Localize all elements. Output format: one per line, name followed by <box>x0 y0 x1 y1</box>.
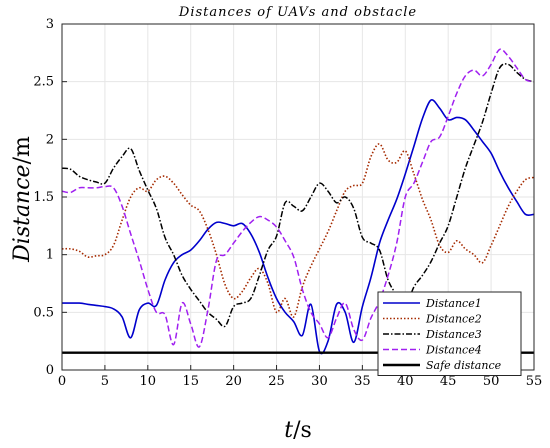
x-tick-label: 10 <box>140 374 157 389</box>
x-tick-label: 35 <box>354 374 371 389</box>
legend: Distance1 Distance2 Distance3 Distance4 Safe… <box>377 291 522 376</box>
y-axis-label-var: Distance <box>10 164 35 262</box>
y-tick-label: 1.5 <box>33 190 54 205</box>
y-tick-label: 2 <box>46 132 54 147</box>
y-axis-label: Distance/m <box>10 136 35 263</box>
y-tick-label: 3 <box>46 17 54 32</box>
series-lines <box>61 48 535 355</box>
series-line-4 <box>61 48 535 348</box>
x-axis-label: t/s <box>284 418 312 443</box>
legend-label: Distance4 <box>425 344 482 357</box>
x-axis-label-var: t <box>284 418 293 443</box>
legend-label: Distance3 <box>425 328 482 341</box>
legend-label: Distance1 <box>425 297 482 310</box>
series-line-1 <box>61 99 535 355</box>
y-tick-label: 2.5 <box>33 75 54 90</box>
legend-label: Distance2 <box>425 313 482 326</box>
legend-label: Safe distance <box>426 359 502 372</box>
y-tick-label: 0.5 <box>33 305 54 320</box>
chart-title: Distances of UAVs and obstacle <box>178 5 417 20</box>
x-tick-label: 30 <box>311 374 328 389</box>
y-tick-label: 1 <box>46 248 54 263</box>
x-tick-label: 45 <box>440 374 457 389</box>
x-tick-label: 50 <box>483 374 500 389</box>
x-tick-label: 15 <box>182 374 199 389</box>
y-tick-label: 0 <box>46 363 54 378</box>
legend-box <box>377 291 522 376</box>
y-axis-label-unit: /m <box>10 136 35 164</box>
x-tick-label: 0 <box>58 374 66 389</box>
series-line-3 <box>61 63 535 328</box>
x-tick-label: 20 <box>225 374 242 389</box>
series-line-2 <box>61 143 535 318</box>
x-ticks: 0 5 10 15 20 25 30 35 40 45 50 55 <box>58 365 542 389</box>
x-tick-label: 25 <box>268 374 285 389</box>
x-axis-label-unit: /s <box>293 418 312 443</box>
x-tick-label: 40 <box>397 374 414 389</box>
y-ticks: 0 0.5 1 1.5 2 2.5 3 <box>33 17 67 378</box>
x-tick-label: 55 <box>526 374 543 389</box>
x-tick-label: 5 <box>101 374 109 389</box>
